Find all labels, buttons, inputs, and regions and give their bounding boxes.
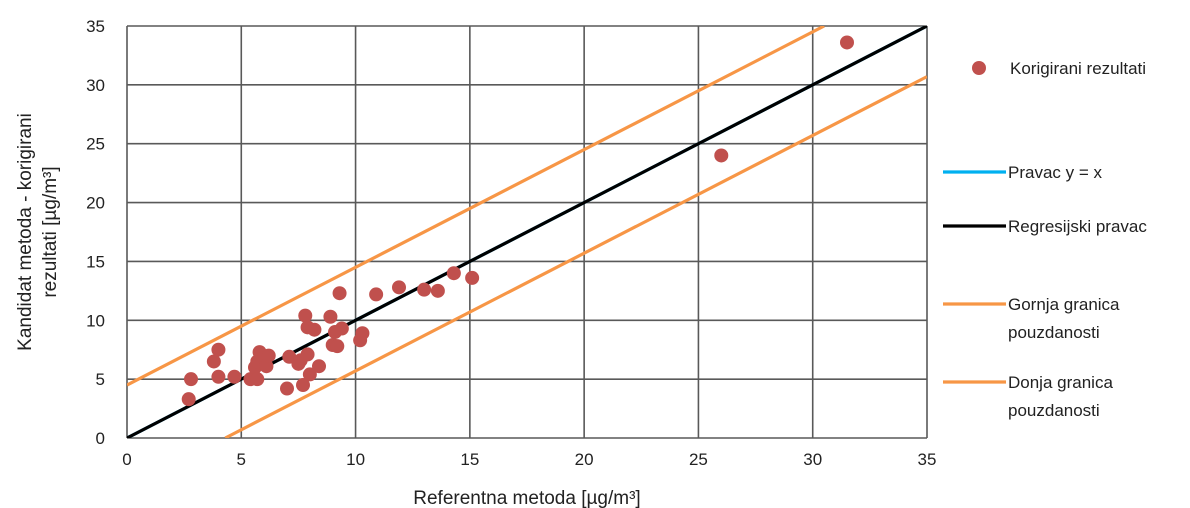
- legend-label: Donja granica: [1008, 373, 1113, 392]
- tick-labels: 0 5 10 15 20 25 30 35 0 5 10 15 20 25 30 35: [86, 17, 936, 469]
- data-point: [261, 348, 276, 363]
- data-point: [332, 286, 347, 301]
- data-point: [714, 148, 729, 163]
- x-tick-label: 20: [575, 450, 594, 469]
- y-tick-label: 25: [86, 135, 105, 154]
- data-point: [430, 283, 445, 298]
- data-point: [250, 372, 265, 387]
- legend-label: pouzdanosti: [1008, 323, 1100, 342]
- x-tick-label: 30: [803, 450, 822, 469]
- x-tick-label: 0: [122, 450, 131, 469]
- y-axis-label: Kandidat metoda - korigirani rezultati [µ…: [15, 113, 61, 351]
- y-tick-label: 5: [96, 370, 105, 389]
- y-axis-label-line: rezultati [µg/m³]: [40, 166, 61, 297]
- y-tick-label: 30: [86, 76, 105, 95]
- y-tick-label: 20: [86, 194, 105, 213]
- data-point: [840, 35, 854, 50]
- x-tick-label: 10: [346, 450, 365, 469]
- legend-label: Korigirani rezultati: [1010, 59, 1146, 78]
- y-tick-label: 0: [96, 429, 105, 448]
- data-point: [355, 326, 370, 341]
- legend-label: Gornja granica: [1008, 295, 1120, 314]
- data-point: [334, 321, 349, 336]
- data-point: [280, 381, 294, 396]
- y-tick-label: 35: [86, 17, 105, 36]
- data-point: [312, 359, 326, 374]
- legend-label: Pravac y = x: [1008, 163, 1103, 182]
- x-tick-label: 15: [460, 450, 479, 469]
- data-point: [300, 347, 315, 362]
- series-line-4: [224, 75, 927, 438]
- legend: Korigirani rezultati Pravac y = x Regresij…: [943, 59, 1147, 420]
- data-point: [446, 266, 461, 281]
- data-point: [392, 280, 406, 295]
- data-point: [259, 359, 274, 374]
- series-line-3: [127, 26, 825, 387]
- data-point: [417, 282, 432, 297]
- data-point: [465, 270, 480, 285]
- data-point: [323, 309, 338, 324]
- x-axis-label: Referentna metoda [µg/m³]: [413, 488, 640, 508]
- data-point: [184, 372, 198, 387]
- legend-label: Regresijski pravac: [1008, 217, 1147, 236]
- y-tick-label: 15: [86, 252, 105, 271]
- data-point: [330, 339, 345, 354]
- legend-label: pouzdanosti: [1008, 401, 1100, 420]
- y-axis-label-line: Kandidat metoda - korigirani: [15, 113, 36, 351]
- data-point: [307, 322, 322, 337]
- y-tick-label: 10: [86, 311, 105, 330]
- x-tick-label: 5: [237, 450, 246, 469]
- data-point: [211, 369, 226, 384]
- data-point: [181, 392, 196, 407]
- data-point: [369, 287, 384, 302]
- legend-marker: [972, 61, 986, 75]
- data-point: [296, 378, 310, 393]
- data-point: [298, 308, 313, 323]
- data-point: [206, 354, 221, 369]
- data-point: [302, 367, 317, 382]
- data-point: [211, 342, 226, 357]
- x-tick-label: 35: [918, 450, 937, 469]
- data-points: [181, 35, 854, 407]
- data-point: [227, 369, 242, 384]
- x-tick-label: 25: [689, 450, 708, 469]
